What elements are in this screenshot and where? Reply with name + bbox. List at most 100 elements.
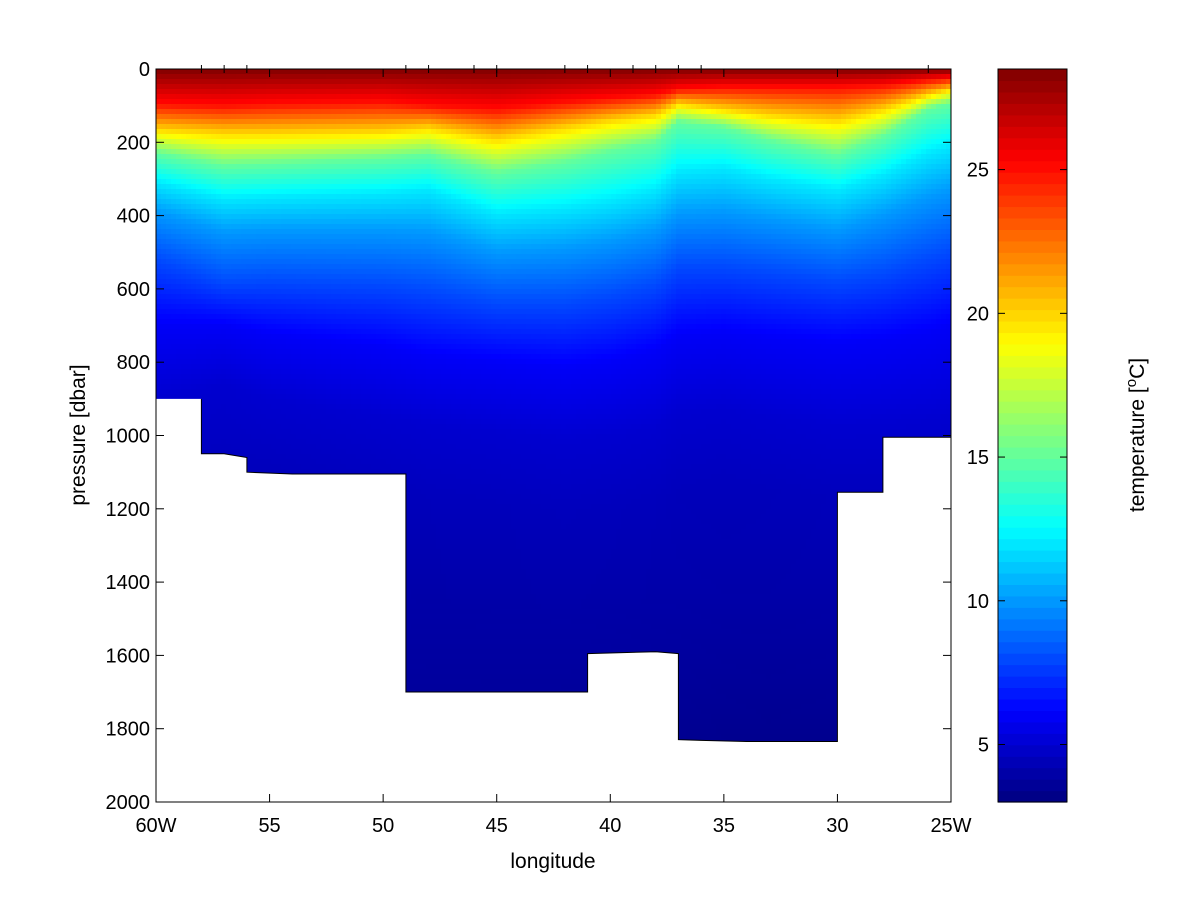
heatmap-cell (276, 349, 282, 355)
heatmap-cell (221, 349, 227, 355)
heatmap-cell (191, 234, 197, 240)
heatmap-cell (216, 104, 222, 110)
heatmap-cell (216, 349, 222, 355)
heatmap-cell (156, 279, 162, 285)
heatmap-cell (206, 179, 212, 185)
heatmap-cell (241, 294, 247, 300)
heatmap-cell (281, 324, 287, 330)
heatmap-cell (226, 169, 232, 175)
heatmap-cell (241, 359, 247, 365)
heatmap-cell (246, 119, 252, 125)
heatmap-cell (166, 124, 172, 130)
heatmap-cell (246, 324, 252, 330)
heatmap-cell (261, 364, 267, 370)
heatmap-cell (301, 319, 307, 325)
heatmap-cell (231, 89, 237, 95)
heatmap-cell (241, 344, 247, 350)
heatmap-cell (156, 394, 162, 400)
heatmap-cell (256, 449, 262, 455)
heatmap-cell (281, 209, 287, 215)
heatmap-cell (211, 194, 217, 200)
heatmap-cell (291, 94, 297, 100)
heatmap-cell (201, 349, 207, 355)
heatmap-cell (241, 319, 247, 325)
heatmap-cell (266, 284, 272, 290)
heatmap-cell (301, 339, 307, 345)
heatmap-cell (256, 89, 262, 95)
heatmap-cell (291, 349, 297, 355)
heatmap-cell (211, 229, 217, 235)
heatmap-cell (171, 124, 177, 130)
heatmap-cell (281, 379, 287, 385)
heatmap-cell (166, 374, 172, 380)
heatmap-cell (176, 124, 182, 130)
heatmap-cell (201, 319, 207, 325)
heatmap-cell (246, 449, 252, 455)
heatmap-cell (226, 384, 232, 390)
heatmap-cell (171, 134, 177, 140)
heatmap-cell (161, 309, 167, 315)
heatmap-cell (226, 424, 232, 430)
heatmap-cell (241, 264, 247, 270)
heatmap-cell (161, 379, 167, 385)
heatmap-cell (291, 444, 297, 450)
heatmap-cell (201, 134, 207, 140)
heatmap-cell (276, 404, 282, 410)
heatmap-cell (186, 364, 192, 370)
heatmap-cell (191, 374, 197, 380)
heatmap-cell (266, 259, 272, 265)
heatmap-cell (241, 179, 247, 185)
heatmap-cell (186, 374, 192, 380)
heatmap-cell (281, 149, 287, 155)
heatmap-cell (226, 339, 232, 345)
heatmap-cell (276, 89, 282, 95)
heatmap-cell (251, 209, 257, 215)
heatmap-cell (196, 194, 202, 200)
heatmap-cell (206, 349, 212, 355)
heatmap-cell (256, 349, 262, 355)
heatmap-cell (186, 104, 192, 110)
heatmap-cell (286, 289, 292, 295)
heatmap-cell (271, 454, 277, 460)
heatmap-cell (296, 429, 302, 435)
heatmap-cell (211, 344, 217, 350)
heatmap-cell (266, 89, 272, 95)
heatmap-cell (176, 134, 182, 140)
heatmap-cell (201, 254, 207, 260)
heatmap-cell (211, 174, 217, 180)
heatmap-cell (191, 339, 197, 345)
heatmap-cell (206, 364, 212, 370)
heatmap-cell (236, 394, 242, 400)
heatmap-cell (156, 184, 162, 190)
heatmap-cell (186, 69, 192, 75)
heatmap-cell (251, 409, 257, 415)
heatmap-cell (236, 259, 242, 265)
heatmap-cell (186, 314, 192, 320)
heatmap-cell (271, 434, 277, 440)
heatmap-cell (186, 94, 192, 100)
heatmap-cell (251, 249, 257, 255)
heatmap-cell (216, 139, 222, 145)
heatmap-cell (191, 74, 197, 80)
heatmap-cell (191, 329, 197, 335)
heatmap-cell (286, 169, 292, 175)
heatmap-cell (266, 454, 272, 460)
heatmap-cell (296, 134, 302, 140)
heatmap-cell (296, 379, 302, 385)
heatmap-cell (251, 119, 257, 125)
heatmap-cell (301, 354, 307, 360)
heatmap-cell (286, 254, 292, 260)
heatmap-cell (221, 254, 227, 260)
heatmap-cell (256, 74, 262, 80)
heatmap-cell (181, 309, 187, 315)
heatmap-cell (211, 84, 217, 90)
heatmap-cell (266, 209, 272, 215)
heatmap-cell (251, 449, 257, 455)
heatmap-cell (296, 209, 302, 215)
plot-area: 60W 55 50 45 40 35 30 25W 020040060080010001200… (106, 59, 972, 837)
heatmap-cell (256, 444, 262, 450)
heatmap-cell (236, 139, 242, 145)
heatmap-cell (256, 329, 262, 335)
heatmap-cell (281, 359, 287, 365)
heatmap-cell (196, 379, 202, 385)
